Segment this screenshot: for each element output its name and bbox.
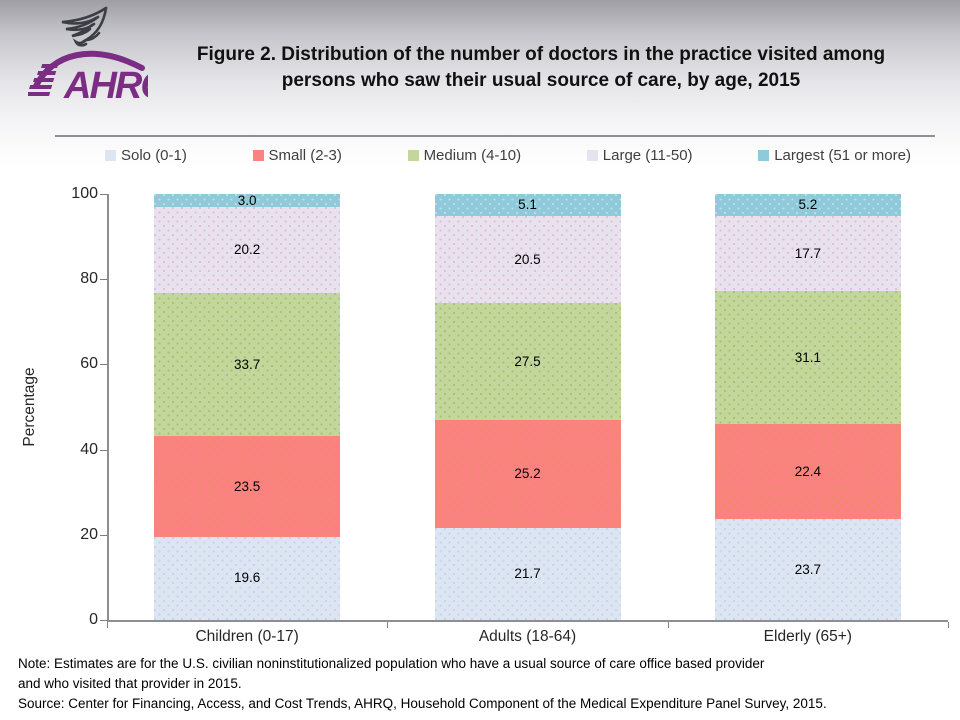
legend-label: Solo (0-1) [121, 146, 187, 164]
legend-item: Small (2-3) [252, 146, 342, 164]
bar-value-label: 21.7 [514, 566, 541, 582]
logo-wordmark: AHRQ [63, 65, 148, 104]
y-axis-tick-label: 20 [80, 525, 98, 543]
legend-label: Largest (51 or more) [774, 146, 911, 164]
bar-segment: 27.5 [434, 303, 621, 421]
x-axis-tick-mark [107, 622, 108, 628]
hhs-eagle-icon [61, 6, 108, 47]
bar-segment: 22.4 [714, 423, 901, 520]
bar-value-label: 19.6 [234, 570, 261, 586]
bar-segment: 25.2 [434, 420, 621, 528]
y-axis-tick-label: 0 [89, 611, 98, 628]
logo-speed-lines [25, 64, 59, 96]
legend-item: Solo (0-1) [105, 147, 187, 164]
x-axis-tick-mark [387, 622, 389, 628]
bar-value-label: 20.2 [234, 242, 261, 258]
bar-segment: 23.5 [154, 436, 341, 537]
bar-value-label: 23.5 [234, 478, 261, 494]
y-axis-tick-mark [100, 534, 107, 536]
bar-segment: 19.6 [154, 536, 341, 620]
bar-value-label: 22.4 [794, 463, 821, 479]
bar-value-label: 5.2 [798, 196, 818, 212]
y-axis-tick-mark [100, 449, 107, 451]
bar-segment: 5.2 [714, 193, 901, 216]
y-axis-tick-label: 100 [71, 185, 98, 202]
legend-item: Large (11-50) [586, 146, 693, 164]
legend-label: Large (11-50) [602, 146, 693, 164]
footnotes: Note: Estimates are for the U.S. civilia… [18, 654, 950, 714]
y-axis-tick-mark [100, 194, 107, 195]
divider-line [55, 135, 935, 137]
x-axis-line [107, 620, 948, 622]
bar-value-label: 27.5 [514, 353, 541, 369]
legend-swatch-icon [586, 149, 598, 161]
bar-value-label: 3.0 [237, 192, 257, 208]
source-text: Source: Center for Financing, Access, an… [18, 696, 827, 711]
bar-value-label: 20.5 [514, 251, 541, 267]
chart-legend: Solo (0-1) Small (2-3) Medium (4-10) Large … [105, 144, 911, 166]
bar-segment: 21.7 [434, 527, 621, 620]
legend-item: Medium (4-10) [407, 146, 522, 164]
x-axis-category-label: Children (0-17) [195, 628, 299, 645]
bar-value-label: 31.1 [794, 349, 821, 365]
figure-title-line1: Figure 2. Distribution of the number of … [196, 44, 886, 65]
bar-segment: 3.0 [154, 192, 341, 208]
legend-item: Largest (51 or more) [758, 147, 911, 164]
bar-value-label: 33.7 [234, 356, 261, 372]
y-axis-tick-mark [100, 620, 107, 621]
y-axis-title: Percentage [21, 367, 38, 447]
bar-value-label: 17.7 [794, 245, 821, 261]
bar-segment: 20.2 [154, 206, 341, 293]
bar-value-label: 25.2 [514, 466, 541, 482]
legend-swatch-icon [407, 149, 419, 161]
bar-value-label: 5.1 [518, 197, 537, 213]
bar-segment: 17.7 [714, 215, 901, 292]
bar-value-label: 23.7 [794, 561, 821, 577]
x-axis-category-label: Elderly (65+) [763, 628, 852, 645]
y-axis-tick-mark [100, 279, 107, 281]
x-axis-category-label: Adults (18-64) [478, 628, 577, 645]
y-axis-tick-label: 60 [80, 355, 98, 373]
legend-swatch-icon [758, 149, 770, 161]
note-text-line2: and who visited that provider in 2015. [18, 676, 242, 691]
bar-segment: 23.7 [714, 519, 901, 620]
legend-label: Small (2-3) [268, 146, 342, 164]
bar-segment: 33.7 [154, 292, 341, 437]
figure-title: Figure 2. Distribution of the number of … [148, 42, 934, 94]
bar-segment: 20.5 [434, 215, 621, 304]
x-axis-tick-mark [948, 622, 949, 628]
bar-segment: 5.1 [434, 194, 621, 216]
y-axis-line [107, 194, 109, 621]
ahrq-logo: AHRQ [25, 2, 171, 107]
y-axis-tick-mark [100, 364, 107, 366]
legend-swatch-icon [252, 149, 264, 161]
note-text-line1: Note: Estimates are for the U.S. civilia… [18, 656, 765, 671]
y-axis-tick-label: 40 [80, 440, 98, 458]
figure-title-line2: persons who saw their usual source of ca… [281, 70, 801, 91]
x-axis-tick-mark [667, 622, 669, 628]
y-axis-tick-label: 80 [80, 270, 98, 288]
bar-segment: 31.1 [714, 291, 901, 424]
legend-swatch-icon [105, 149, 116, 161]
legend-label: Medium (4-10) [423, 146, 522, 164]
